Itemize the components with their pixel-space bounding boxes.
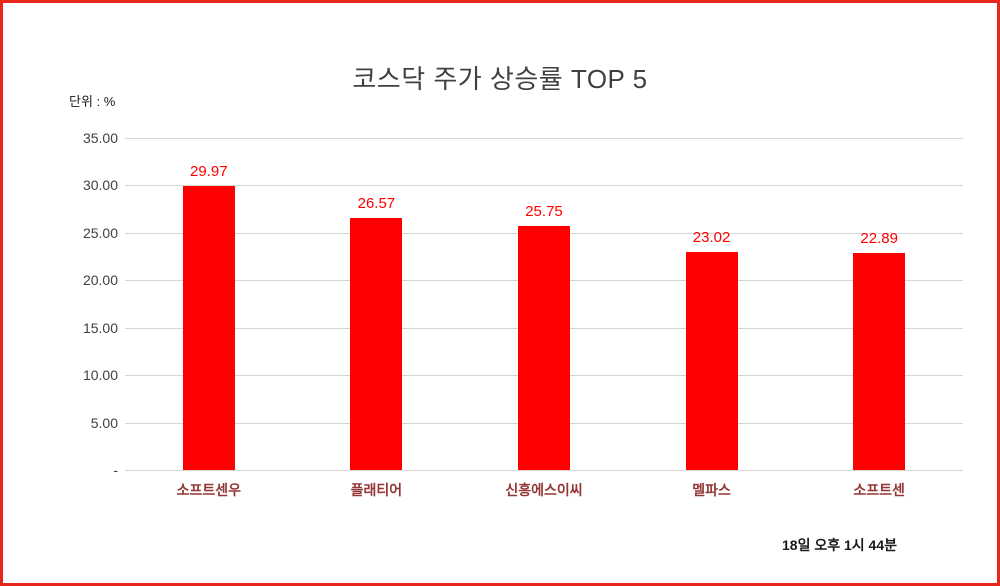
x-tick-label: 소프트센우	[176, 482, 241, 498]
gridline	[125, 138, 963, 139]
bar	[182, 185, 235, 470]
unit-label: 단위 : %	[69, 94, 116, 109]
bar-value-label: 29.97	[190, 162, 228, 180]
y-tick-label: 15.00	[82, 319, 118, 336]
timestamp-label: 18일 오후 1시 44분	[782, 537, 897, 553]
y-axis: 35.00 30.00 25.00 20.00 15.00 10.00 5.00 -	[58, 130, 118, 478]
bar-slot: 29.97	[125, 138, 293, 470]
chart-title: 코스닥 주가 상승률 TOP 5	[352, 64, 648, 94]
y-tick-label: 10.00	[82, 367, 118, 384]
bar-value-label: 22.89	[860, 229, 898, 247]
bar-value-label: 26.57	[357, 194, 396, 212]
plot-area: 29.97 26.57 25.75 23.02 22.89	[125, 138, 963, 471]
bar	[350, 217, 403, 470]
bar-slot: 25.75	[460, 138, 628, 470]
gridline	[125, 470, 963, 471]
bar-value-label: 25.75	[525, 202, 563, 220]
bar-slot: 22.89	[795, 138, 963, 470]
x-tick-label: 소프트센	[853, 482, 905, 498]
y-tick-label: 35.00	[82, 130, 118, 146]
y-tick-label: 30.00	[82, 177, 118, 194]
y-tick-label: 20.00	[82, 272, 118, 289]
bar-slot: 23.02	[628, 138, 796, 470]
bar-value-label: 23.02	[692, 228, 731, 246]
x-axis: 소프트센우 플래티어 신흥에스이씨 멜파스 소프트센	[125, 480, 963, 500]
y-tick-label: 25.00	[82, 224, 118, 241]
y-tick-label: -	[113, 462, 118, 478]
x-tick-label: 신흥에스이씨	[505, 482, 583, 498]
bar	[685, 251, 738, 470]
gridline	[125, 185, 963, 187]
x-tick-label: 멜파스	[692, 482, 731, 498]
bar	[853, 252, 906, 470]
bar	[517, 225, 570, 470]
bars-layer: 29.97 26.57 25.75 23.02 22.89	[125, 138, 963, 470]
x-tick-label: 플래티어	[350, 482, 403, 498]
y-tick-label: 5.00	[90, 414, 118, 431]
bar-slot: 26.57	[293, 138, 461, 470]
